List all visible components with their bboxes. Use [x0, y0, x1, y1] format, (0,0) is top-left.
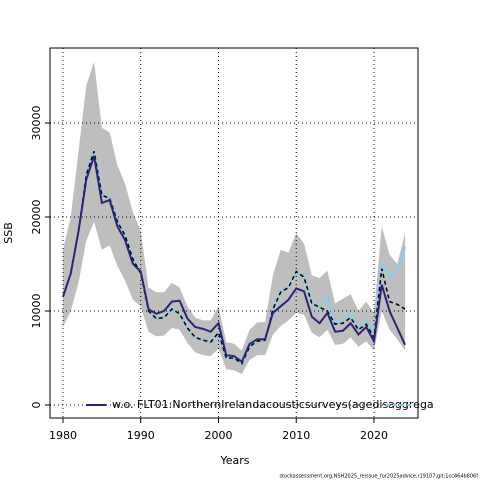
legend-label: w.o. FLT01:NorthernIrelandacousticsurvey… — [112, 398, 434, 411]
series-line — [62, 150, 406, 365]
x-axis-label: Years — [219, 454, 249, 467]
y-tick-label: 30000 — [30, 106, 43, 141]
confidence-band — [62, 61, 406, 374]
x-tick-label: 2010 — [282, 429, 310, 442]
x-tick-label: 1980 — [49, 429, 77, 442]
series-line — [62, 155, 407, 364]
plot-frame — [49, 47, 419, 419]
x-tick-label: 2020 — [360, 429, 388, 442]
y-tick-label: 10000 — [30, 294, 43, 329]
x-tick-label: 2000 — [204, 429, 232, 442]
y-tick-label: 0 — [30, 401, 43, 408]
footnote: stockassessment.org,NSH2025_reissue_for2… — [279, 474, 478, 480]
x-tick-label: 1990 — [127, 429, 155, 442]
y-tick-label: 20000 — [30, 200, 43, 235]
y-axis-label: SSB — [2, 222, 15, 244]
